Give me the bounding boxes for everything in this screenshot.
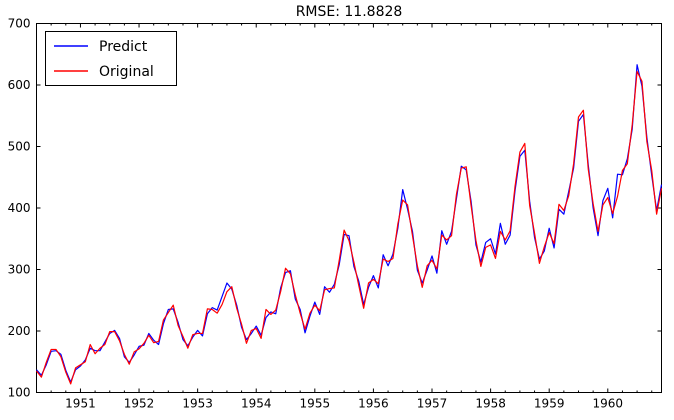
legend: Predict Original (45, 31, 177, 86)
x-tick-label: 1957 (417, 397, 448, 411)
legend-box (45, 31, 177, 86)
y-tick-label: 100 (8, 386, 31, 400)
y-tick-label: 700 (8, 17, 31, 31)
plot-render-layer: 100 200 300 400 500 600 700 1951 1952 1953 1954 195… (8, 17, 663, 411)
chart-title: RMSE: 11.8828 (296, 4, 403, 20)
x-tick-label: 1954 (241, 397, 272, 411)
x-tick-label: 1953 (182, 397, 213, 411)
x-tick-label: 1952 (124, 397, 155, 411)
y-tick-label: 400 (8, 201, 31, 215)
x-tick-label: 1955 (300, 397, 331, 411)
legend-label-predict: Predict (99, 39, 148, 55)
y-tick-label: 300 (8, 263, 31, 277)
y-tick-label: 500 (8, 140, 31, 154)
series-line-original (36, 70, 663, 385)
y-tick-label: 600 (8, 78, 31, 92)
x-tick-label: 1958 (475, 397, 506, 411)
y-tick-label: 200 (8, 324, 31, 338)
x-tick-label: 1960 (593, 397, 624, 411)
series-line-predict (36, 64, 663, 383)
x-tick-label: 1956 (358, 397, 389, 411)
legend-label-original: Original (99, 64, 154, 80)
x-tick-label: 1951 (65, 397, 96, 411)
x-tick-label: 1959 (534, 397, 565, 411)
